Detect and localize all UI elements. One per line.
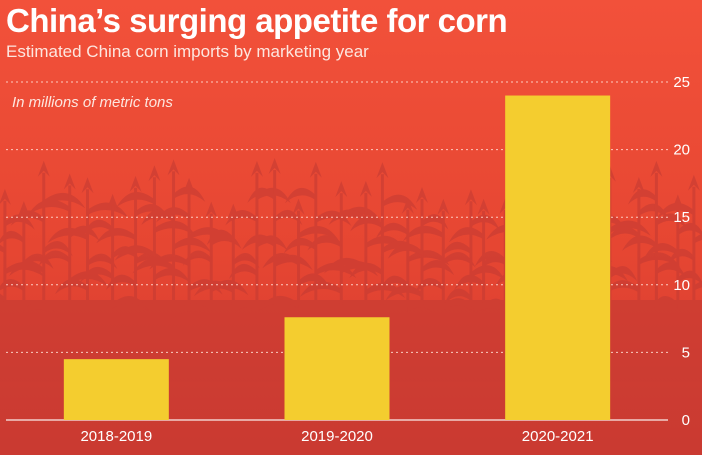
bar-2020-2021 xyxy=(505,95,611,421)
y-tick-label: 10 xyxy=(673,277,690,294)
bar-2019-2020 xyxy=(284,317,390,420)
unit-note: In millions of metric tons xyxy=(12,94,173,111)
x-category-label: 2019-2020 xyxy=(301,428,373,445)
y-axis-ticks: 0 5 10 15 20 25 xyxy=(673,74,690,429)
y-tick-label: 15 xyxy=(673,209,690,226)
y-tick-label: 0 xyxy=(682,412,690,429)
x-category-label: 2020-2021 xyxy=(522,428,594,445)
x-axis-categories: 2018-2019 2019-2020 2020-2021 xyxy=(80,428,593,445)
chart-title: China’s surging appetite for corn xyxy=(6,2,508,39)
y-tick-label: 25 xyxy=(673,74,690,91)
bar-layer xyxy=(63,95,611,421)
x-category-label: 2018-2019 xyxy=(80,428,152,445)
bar-2018-2019 xyxy=(63,359,169,420)
y-tick-label: 5 xyxy=(682,344,690,361)
y-tick-label: 20 xyxy=(673,142,690,159)
chart-subtitle: Estimated China corn imports by marketin… xyxy=(6,42,369,61)
